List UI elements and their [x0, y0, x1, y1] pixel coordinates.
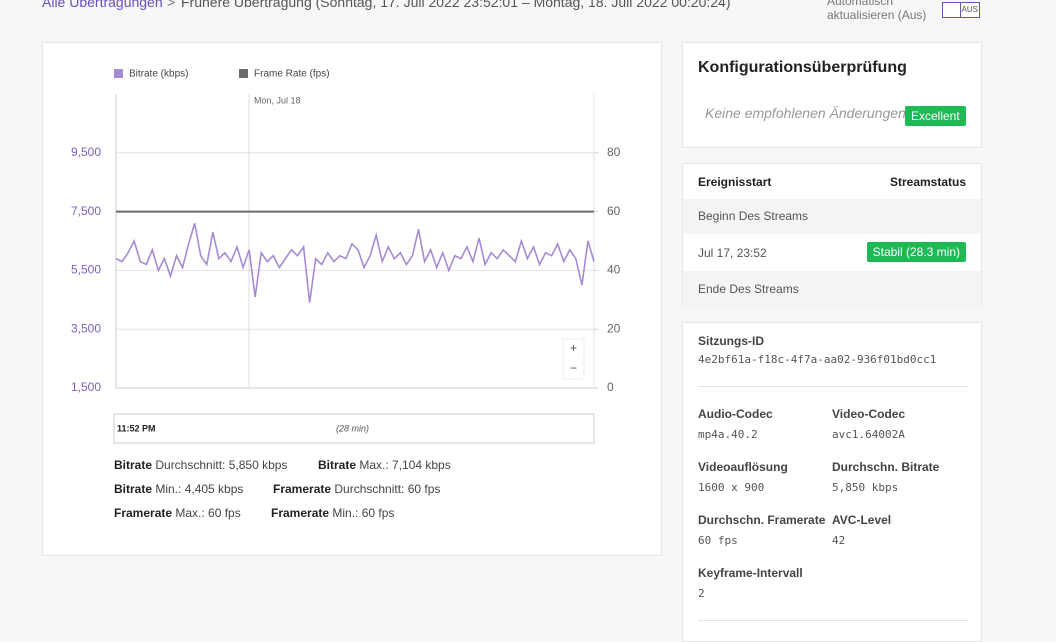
stat-label: Bitrate	[114, 458, 153, 472]
breadcrumb-current: Frühere Übertragung (Sonntag, 17. Juli 2…	[181, 0, 731, 10]
events-header: Streamstatus	[889, 175, 966, 189]
stat: Bitrate Durchschnitt: 5,850 kbps	[114, 458, 287, 472]
stat-text: Max.: 60 fps	[172, 506, 241, 520]
auto-refresh-label: Automatisch aktualisieren (Aus)	[827, 0, 927, 22]
navigator-span: (28 min)	[336, 423, 369, 433]
stat-label: Bitrate	[114, 482, 153, 496]
event: Ende Des Streams	[698, 282, 799, 296]
session-id: 4e2bf61a-f18c-4f7a-aa02-936f01bd0cc1	[698, 353, 937, 366]
field-label: Video-Codec	[832, 407, 906, 421]
y2-tick-label: 20	[607, 321, 621, 335]
y-tick-label: 1,500	[71, 380, 101, 394]
field-label: Videoauflösung	[698, 460, 788, 474]
chart: Bitrate (kbps) Frame Rate (fps) 1,500 3,500…	[71, 69, 621, 444]
session-id-label: Sitzungs-ID	[698, 334, 764, 348]
legend-swatch	[239, 69, 248, 78]
field-label: AVC-Level	[832, 513, 892, 527]
toggle-text: AUS	[961, 5, 978, 14]
y-tick-label: 7,500	[71, 204, 101, 218]
divider	[698, 386, 968, 387]
event: Beginn Des Streams	[698, 209, 809, 223]
y-tick-label: 5,500	[71, 263, 101, 277]
stat-text: Min.: 60 fps	[329, 506, 395, 520]
field-label: Durchschn. Framerate	[698, 513, 826, 527]
legend-label: Bitrate (kbps)	[129, 69, 188, 80]
stat-text: Durchschnitt: 5,850 kbps	[152, 458, 288, 472]
navigator-start: 11:52 PM	[117, 423, 156, 433]
field-value: avc1.64002A	[832, 428, 905, 441]
config-message: Keine empfohlenen Änderungen!	[705, 105, 910, 121]
field-value: 2	[698, 587, 705, 600]
events-card: Ereignisstart Streamstatus Beginn Des St…	[682, 163, 982, 307]
separator: >	[167, 0, 176, 10]
events-header: Ereignisstart	[698, 175, 772, 189]
config-card: Konfigurationsüberprüfung Keine empfohle…	[682, 42, 982, 148]
zoom-box	[562, 338, 585, 380]
stat-label: Framerate	[271, 506, 330, 520]
y2-tick-label: 60	[607, 204, 621, 218]
stat: Bitrate Min.: 4,405 kbps	[114, 482, 243, 496]
chart-card: Bitrate (kbps) Frame Rate (fps) 1,500 3,500…	[42, 42, 662, 556]
divider	[698, 620, 968, 621]
session-card: Sitzungs-ID 4e2bf61a-f18c-4f7a-aa02-936f…	[682, 322, 982, 642]
status-badge: Stabil (28.3 min)	[866, 242, 966, 262]
stat: Bitrate Max.: 7,104 kbps	[318, 458, 451, 472]
field-value: 1600 x 900	[698, 481, 765, 494]
field-value: 42	[832, 534, 846, 547]
stat-text: Durchschnitt: 60 fps	[331, 482, 441, 496]
y2-tick-label: 80	[607, 145, 621, 159]
stat: Framerate Min.: 60 fps	[271, 506, 394, 520]
config-title: Konfigurationsüberprüfung	[698, 59, 907, 76]
stat-label: Framerate	[114, 506, 173, 520]
stat-label: Bitrate	[318, 458, 357, 472]
stat: Framerate Max.: 60 fps	[114, 506, 241, 520]
page: Alle Übertragungen > Frühere Übertragung…	[42, 0, 982, 642]
zoom-button[interactable]: −	[570, 361, 577, 375]
stat: Framerate Durchschnitt: 60 fps	[273, 482, 440, 496]
stat-text: Min.: 4,405 kbps	[152, 482, 244, 496]
y-tick-label: 3,500	[71, 321, 101, 335]
stat-text: Max.: 7,104 kbps	[356, 458, 451, 472]
field-value: 60 fps	[698, 534, 738, 547]
y2-tick-label: 40	[607, 263, 621, 277]
breadcrumb-link[interactable]: Alle Übertragungen	[42, 0, 163, 10]
field-label: Durchschn. Bitrate	[832, 460, 940, 474]
y-tick-label: 9,500	[71, 145, 101, 159]
config-badge: Excellent	[905, 106, 966, 126]
series-line	[115, 223, 595, 303]
legend-label: Frame Rate (fps)	[254, 69, 330, 80]
toggle[interactable]: AUS	[942, 2, 980, 18]
row-bg	[683, 271, 981, 307]
legend-swatch	[114, 69, 123, 78]
field-value: mp4a.40.2	[698, 428, 758, 441]
zoom-button[interactable]: +	[570, 341, 577, 355]
row-bg	[683, 199, 981, 234]
event-time: Jul 17, 23:52	[698, 246, 767, 260]
annotation: Mon, Jul 18	[254, 95, 301, 105]
y2-tick-label: 0	[607, 380, 614, 394]
field-value: 5,850 kbps	[832, 481, 899, 494]
navigator	[113, 413, 595, 444]
stat-label: Framerate	[273, 482, 332, 496]
field-label: Keyframe-Intervall	[698, 566, 803, 580]
field-label: Audio-Codec	[698, 407, 773, 421]
